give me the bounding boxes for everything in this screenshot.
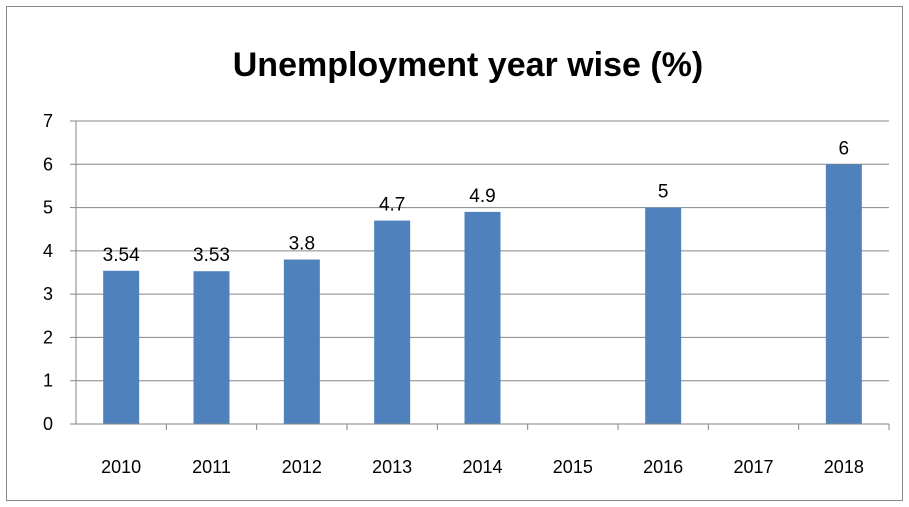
data-labels: 3.54 3.53 3.8 4.7 4.9 5 6	[103, 138, 849, 266]
x-tick-label: 2018	[824, 457, 864, 477]
y-tick-label: 6	[43, 154, 53, 174]
bar-2010	[103, 270, 140, 424]
y-axis: 0 1 2 3 4 5 6 7	[43, 111, 77, 434]
x-tick-label: 2013	[372, 457, 412, 477]
bar-2012	[283, 259, 320, 424]
x-axis: 2010 2011 2012 2013 2014 2015 2016 2017 2018	[70, 423, 890, 477]
x-tick-label: 2012	[282, 457, 322, 477]
chart-title: Unemployment year wise (%)	[233, 46, 703, 84]
bar-2014	[464, 211, 501, 424]
bar-2011	[193, 271, 230, 424]
x-tick-label: 2017	[733, 457, 773, 477]
bar-2016	[645, 207, 682, 424]
x-tick-label: 2015	[553, 457, 593, 477]
y-tick-label: 5	[43, 198, 53, 218]
data-label-2011: 3.53	[193, 245, 230, 266]
chart-area	[6, 6, 903, 501]
y-tick-label: 0	[43, 414, 53, 434]
y-tick-label: 3	[43, 284, 53, 304]
y-tick-label: 1	[43, 371, 53, 391]
data-label-2013: 4.7	[379, 195, 405, 216]
bar-2018	[825, 164, 862, 425]
x-tick-label: 2016	[643, 457, 683, 477]
x-tick-label: 2011	[192, 457, 231, 477]
data-label-2010: 3.54	[103, 245, 140, 266]
data-label-2014: 4.9	[469, 186, 495, 207]
y-tick-label: 4	[43, 241, 53, 261]
bar-2013	[374, 220, 411, 424]
bars	[103, 164, 862, 425]
x-tick-label: 2010	[101, 457, 141, 477]
x-tick-label: 2014	[462, 457, 502, 477]
y-tick-label: 7	[43, 111, 53, 131]
data-label-2012: 3.8	[289, 234, 315, 255]
data-label-2018: 6	[839, 138, 850, 159]
y-tick-label: 2	[43, 327, 53, 347]
data-label-2016: 5	[658, 182, 669, 203]
